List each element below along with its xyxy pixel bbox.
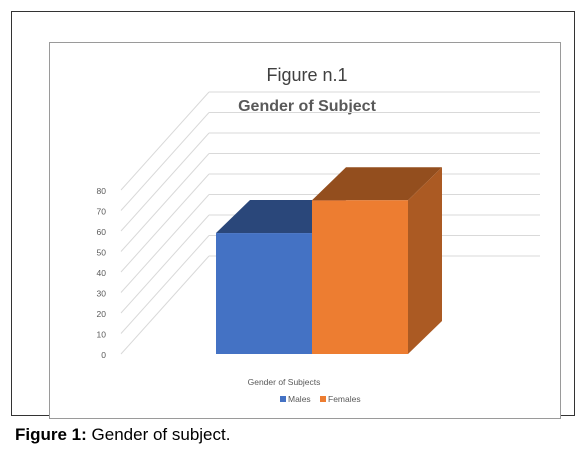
y-tick-label: 70 — [97, 207, 107, 217]
legend-label-males: Males — [288, 394, 311, 404]
chart-subtitle: Gender of Subject — [238, 98, 376, 115]
gridline-diagonal — [120, 112, 210, 211]
caption-text: Gender of subject. — [91, 425, 231, 444]
chart-frame: Figure n.1 Gender of Subject 0 10 20 30 40 50 60… — [49, 42, 561, 419]
gridline-diagonal — [120, 194, 210, 293]
gridline-diagonal — [120, 173, 210, 273]
figure-container: Figure n.1 Gender of Subject 0 10 20 30 40 50 60… — [11, 11, 575, 419]
caption-label: Figure 1: — [15, 425, 87, 444]
legend-swatch-males — [280, 396, 286, 402]
bar-chart: Figure n.1 Gender of Subject 0 10 20 30 40 50 60… — [97, 65, 540, 404]
x-category-label: Gender of Subjects — [248, 377, 321, 387]
gridline-diagonal — [120, 132, 210, 232]
y-tick-label: 0 — [101, 350, 106, 360]
y-tick-label: 30 — [97, 289, 107, 299]
figure-caption: Figure 1: Gender of subject. — [15, 425, 230, 445]
gridline-diagonal — [120, 235, 210, 334]
gridline-diagonal — [120, 91, 210, 191]
chart-title: Figure n.1 — [266, 65, 347, 85]
y-tick-label: 80 — [97, 186, 107, 196]
bar-side-females — [408, 167, 442, 354]
y-tick-label: 20 — [97, 309, 107, 319]
legend-label-females: Females — [328, 394, 361, 404]
bar-top-females — [312, 167, 442, 201]
legend-swatch-females — [320, 396, 326, 402]
y-tick-label: 50 — [97, 248, 107, 258]
y-tick-label: 10 — [97, 330, 107, 340]
gridline-diagonal — [120, 214, 210, 314]
gridline-diagonal — [120, 153, 210, 252]
bar-females — [312, 200, 408, 354]
y-tick-label: 40 — [97, 268, 107, 278]
y-tick-label: 60 — [97, 227, 107, 237]
bar-males — [216, 233, 312, 354]
gridline-diagonal — [120, 255, 210, 355]
